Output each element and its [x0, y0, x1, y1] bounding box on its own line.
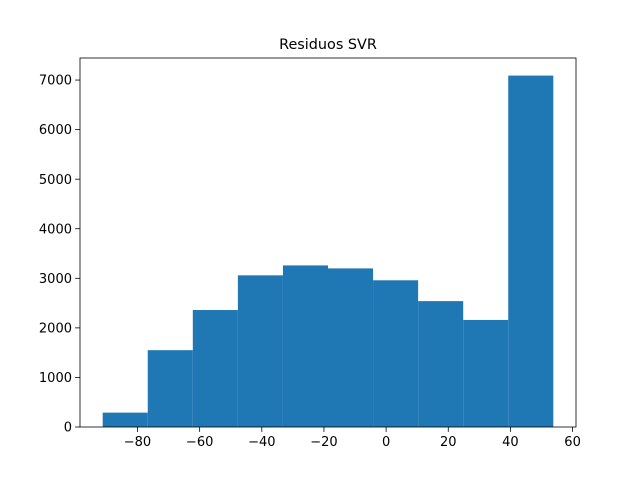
- histogram-bar: [237, 275, 283, 427]
- y-tick-label: 2000: [39, 321, 72, 336]
- histogram-bar: [147, 350, 193, 427]
- histogram-bar: [508, 75, 554, 427]
- y-tick-label: 6000: [39, 123, 72, 138]
- histogram-bar: [102, 412, 148, 427]
- y-tick-label: 1000: [39, 371, 72, 386]
- histogram-bar: [328, 268, 374, 427]
- plot-frame: [79, 57, 577, 428]
- y-tick-label: 0: [64, 421, 72, 436]
- y-tick-label: 4000: [39, 222, 72, 237]
- chart-title: Residuos SVR: [279, 37, 377, 53]
- x-tick-label: −20: [310, 435, 337, 450]
- x-tick-label: 60: [564, 435, 581, 450]
- histogram-bar: [373, 280, 419, 427]
- x-tick-label: −60: [186, 435, 213, 450]
- y-tick-label: 7000: [39, 74, 72, 89]
- x-tick-label: −40: [248, 435, 275, 450]
- x-tick-label: −80: [124, 435, 151, 450]
- histogram-bar: [192, 310, 238, 427]
- x-tick-label: 0: [382, 435, 390, 450]
- x-axis: −80 −60 −40 −20 0 20 40 60: [124, 427, 581, 450]
- x-tick-label: 40: [502, 435, 519, 450]
- y-axis: 0 1000 2000 3000 4000 5000 6000 7000: [39, 74, 80, 436]
- histogram-bar: [418, 301, 464, 427]
- bars-group: [102, 75, 554, 427]
- histogram-bar: [282, 265, 328, 427]
- histogram-bar: [463, 319, 509, 427]
- y-tick-label: 3000: [39, 272, 72, 287]
- y-tick-label: 5000: [39, 173, 72, 188]
- x-tick-label: 20: [440, 435, 457, 450]
